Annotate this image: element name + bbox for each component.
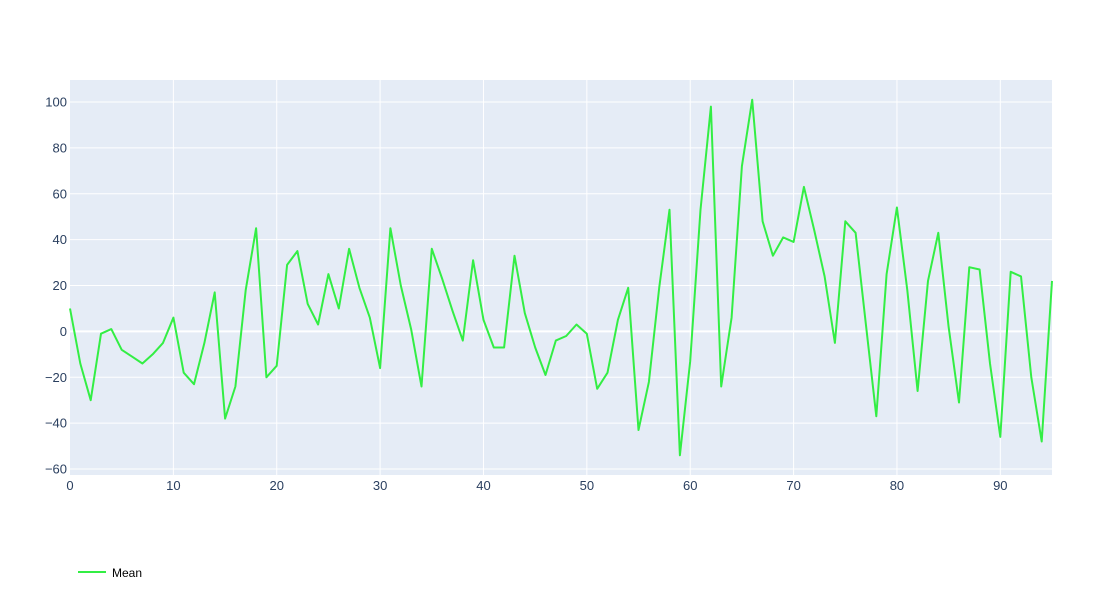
y-tick-label: −20 <box>45 370 67 385</box>
y-tick-label: 0 <box>60 324 67 339</box>
y-tick-label: 100 <box>45 95 67 110</box>
plot-background <box>70 80 1052 475</box>
x-tick-label: 0 <box>66 478 73 493</box>
x-tick-label: 10 <box>166 478 180 493</box>
y-tick-label: 80 <box>53 140 67 155</box>
y-tick-label: −60 <box>45 462 67 477</box>
x-tick-label: 50 <box>580 478 594 493</box>
series-lines[interactable] <box>69 98 1053 457</box>
tick-labels: 0 10 20 30 40 50 60 70 80 90 −60 −40 −20 0 20 40 60 80 100 <box>45 95 1008 493</box>
x-tick-label: 30 <box>373 478 387 493</box>
x-tick-label: 80 <box>890 478 904 493</box>
y-tick-label: 60 <box>53 186 67 201</box>
series-line-mean[interactable] <box>69 98 1053 457</box>
y-tick-label: 20 <box>53 278 67 293</box>
legend[interactable]: Mean <box>78 566 142 580</box>
x-tick-label: 60 <box>683 478 697 493</box>
x-tick-label: 70 <box>786 478 800 493</box>
gridlines <box>70 80 1052 475</box>
x-tick-label: 40 <box>476 478 490 493</box>
y-tick-label: 40 <box>53 232 67 247</box>
y-tick-label: −40 <box>45 416 67 431</box>
x-tick-label: 90 <box>993 478 1007 493</box>
legend-label-mean[interactable]: Mean <box>112 566 142 580</box>
x-tick-label: 20 <box>270 478 284 493</box>
